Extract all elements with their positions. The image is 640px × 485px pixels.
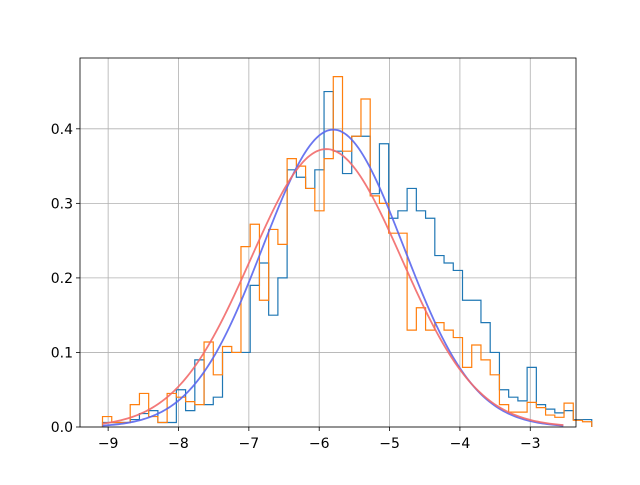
y-tick-label: 0.3 — [51, 196, 73, 212]
tick-layer: −9 −8 −7 −6 −5 −4 −3 0.0 0.1 0.2 0.3 0.4 — [51, 122, 541, 452]
series-layer — [101, 76, 593, 427]
grid-layer — [80, 58, 576, 428]
fit-curve-3 — [102, 148, 564, 426]
x-tick-label: −8 — [168, 436, 189, 452]
y-tick-label: 0.4 — [51, 122, 73, 138]
y-tick-label: 0.1 — [51, 345, 73, 361]
x-tick-label: −5 — [379, 436, 400, 452]
x-tick-label: −6 — [309, 436, 330, 452]
x-tick-label: −3 — [520, 436, 541, 452]
y-tick-label: 0.0 — [51, 420, 73, 436]
y-tick-label: 0.2 — [51, 271, 73, 287]
x-tick-label: −7 — [239, 436, 260, 452]
histogram-series-1 — [101, 76, 593, 427]
x-tick-label: −4 — [450, 436, 471, 452]
x-tick-label: −9 — [98, 436, 119, 452]
histogram-series-0 — [101, 90, 593, 427]
plot-frame — [79, 57, 577, 428]
